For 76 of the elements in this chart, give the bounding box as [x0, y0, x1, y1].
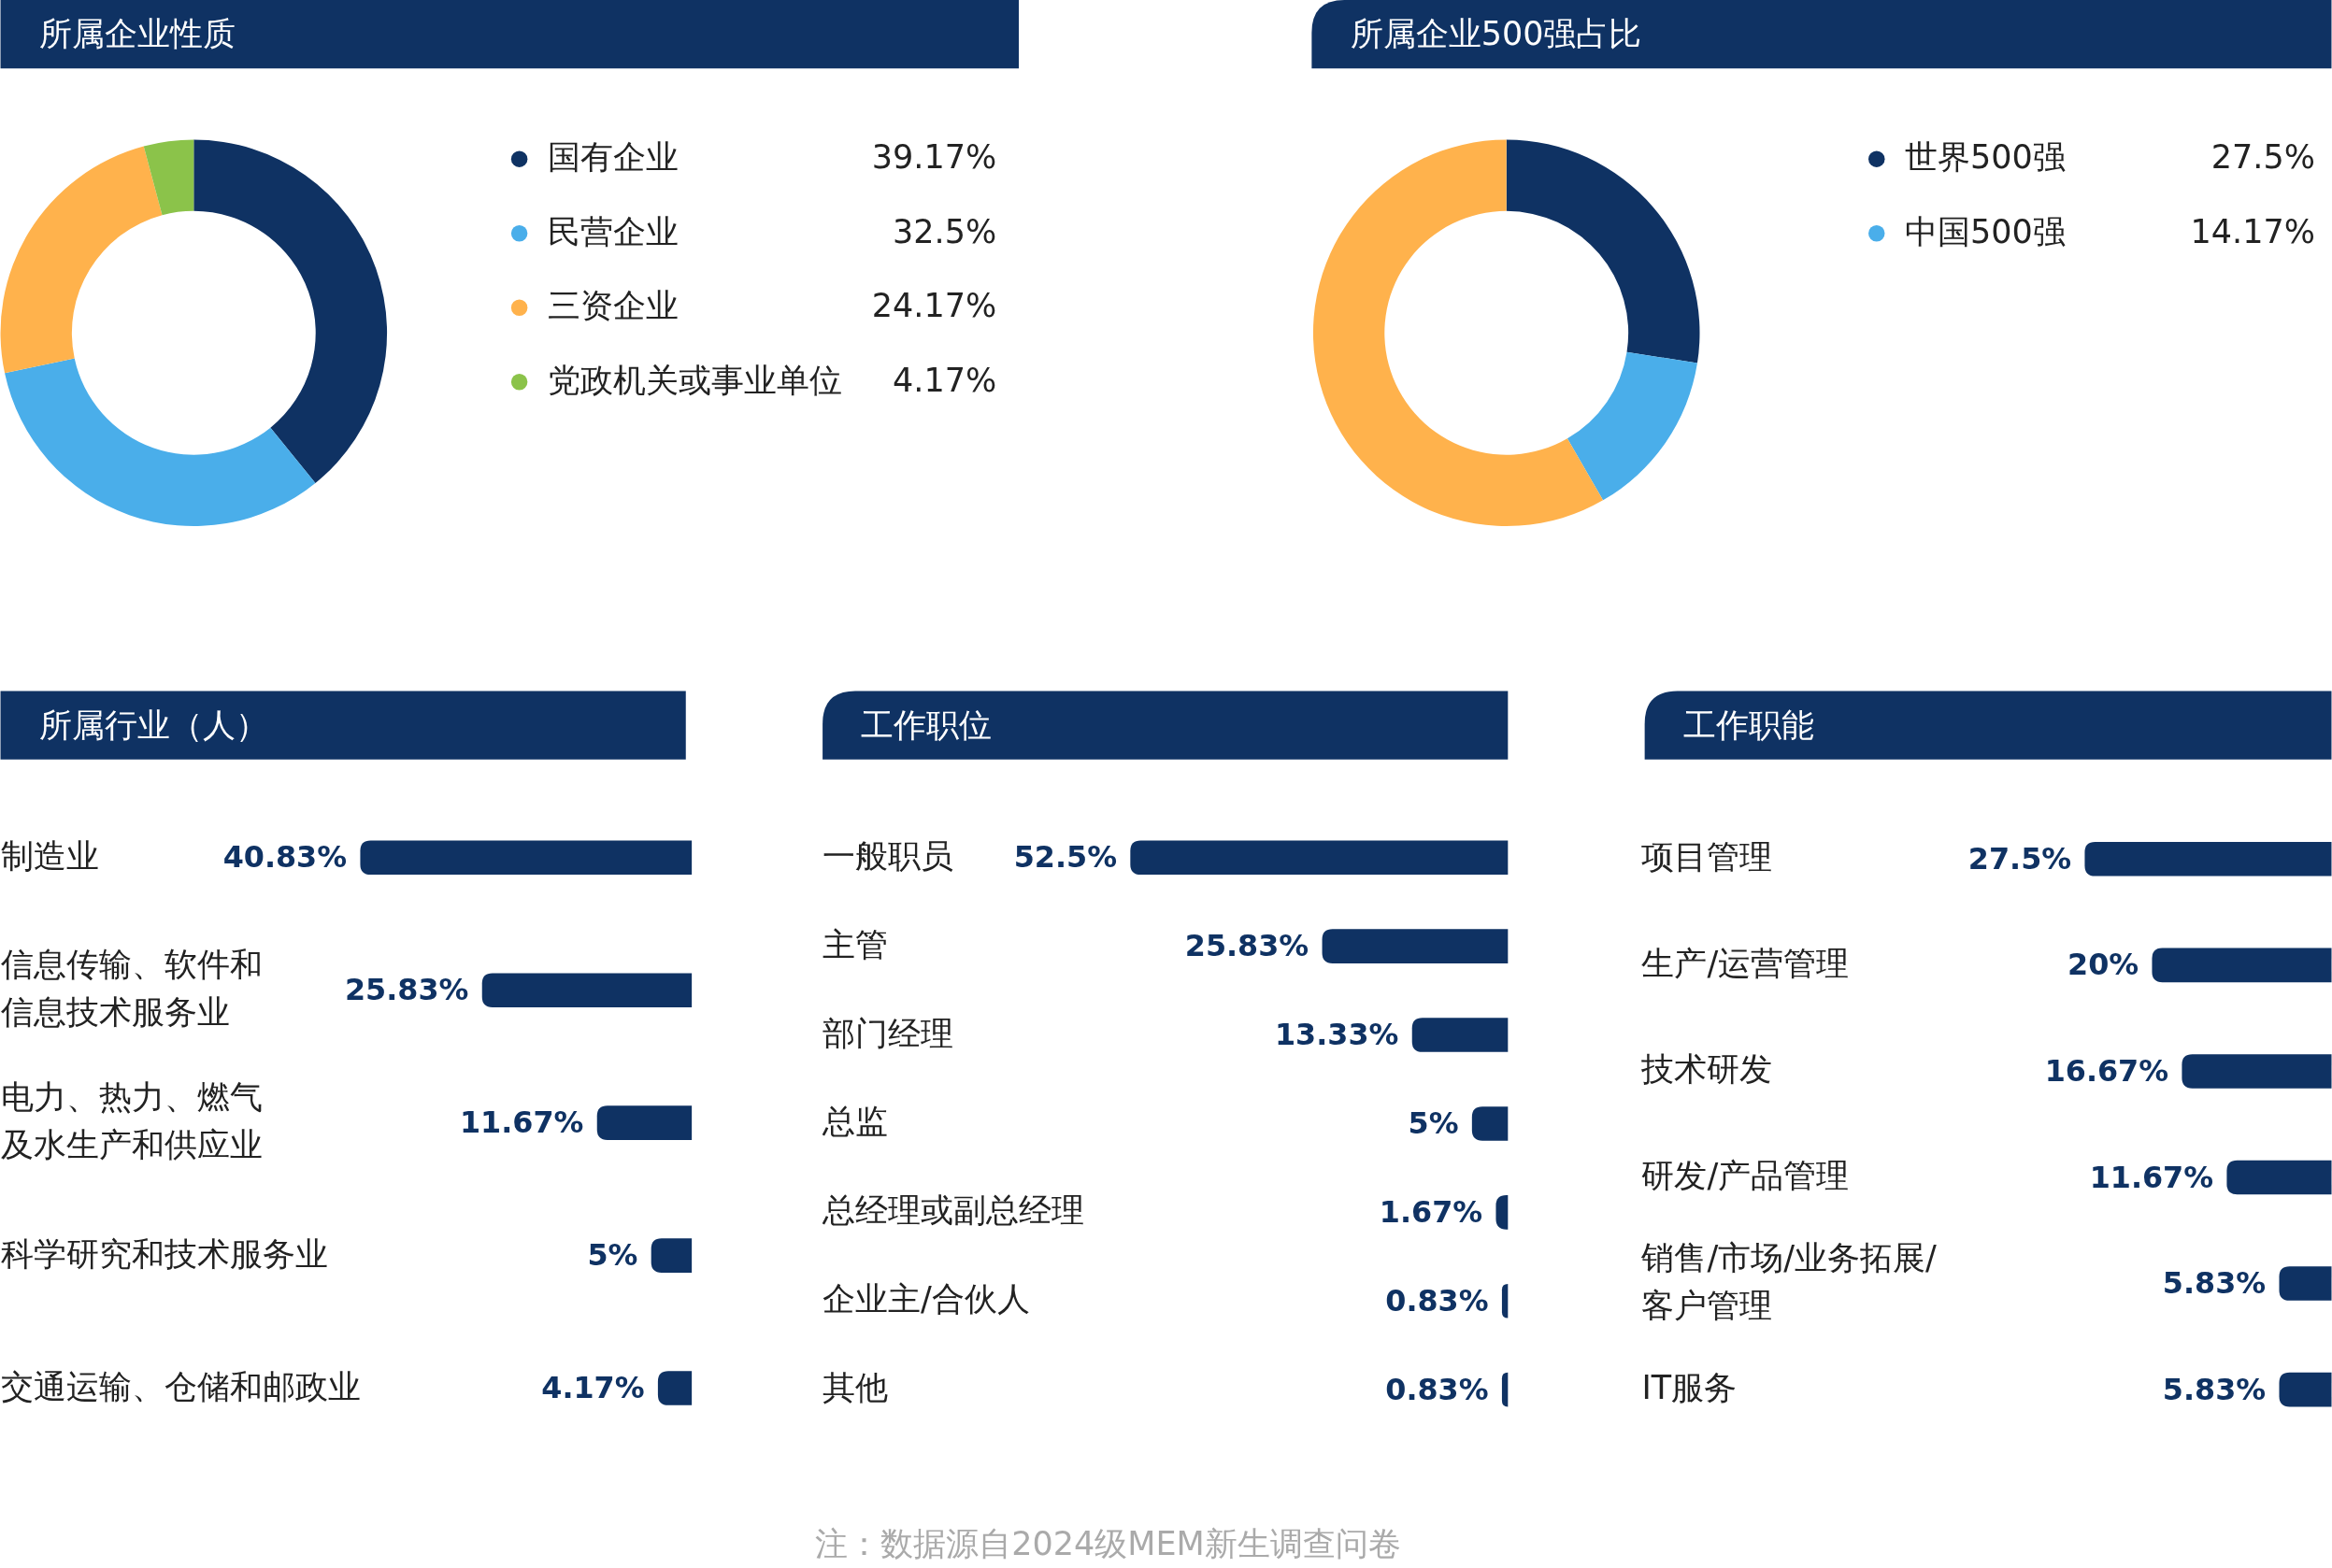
y-tick-label: 电力、热力、燃气及水生产和供应业 — [0, 1078, 263, 1164]
text: 工作职能 — [1683, 706, 1814, 744]
donut-slice — [193, 139, 388, 483]
legend-label: 三资企业 — [547, 287, 679, 325]
text: 注：数据源自2024级MEM新生调查问卷 — [815, 1525, 1401, 1563]
bar — [2084, 842, 2332, 877]
data-label: 13.33% — [1274, 1017, 1399, 1053]
data-label: 1.67% — [1379, 1193, 1483, 1230]
data-label: 5.83% — [2162, 1371, 2267, 1407]
y-tick-label: 其他 — [823, 1369, 889, 1407]
bar — [2279, 1372, 2332, 1407]
legend-label: 世界500强 — [1904, 138, 2066, 177]
data-label: 39.17% — [871, 138, 997, 177]
data-label: 40.83% — [222, 839, 348, 876]
data-label: 4.17% — [541, 1370, 645, 1406]
legend-label: 中国500强 — [1904, 212, 2066, 250]
y-tick-label: 制造业 — [0, 836, 99, 875]
bar — [2182, 1054, 2332, 1089]
data-label: 32.5% — [893, 212, 997, 250]
bar — [657, 1371, 693, 1405]
data-label: 5% — [1408, 1105, 1459, 1142]
bar — [481, 973, 693, 1007]
bar — [360, 840, 693, 876]
chart-title: 工作职位 — [861, 706, 993, 744]
data-label: 25.83% — [1184, 928, 1309, 964]
bar — [2152, 948, 2332, 983]
chart-title: 所属行业（人） — [38, 706, 268, 744]
data-label: 11.67% — [2089, 1159, 2214, 1195]
data-label: 5.83% — [2162, 1265, 2267, 1302]
data-label: 20% — [2067, 947, 2139, 983]
bar — [1130, 840, 1509, 876]
data-label: 5% — [587, 1237, 638, 1274]
bar — [1411, 1018, 1509, 1052]
y-tick-label: 总监 — [822, 1103, 889, 1141]
data-label: 25.83% — [344, 972, 469, 1008]
y-tick-label: 研发/产品管理 — [1641, 1157, 1850, 1195]
y-tick-label: 科学研究和技术服务业 — [0, 1234, 328, 1273]
y-tick-label: 销售/市场/业务拓展/客户管理 — [1640, 1239, 1938, 1325]
y-tick-label: 项目管理 — [1641, 838, 1773, 877]
data-label: 16.67% — [2044, 1053, 2169, 1090]
y-tick-label: 信息传输、软件和信息技术服务业 — [0, 946, 263, 1032]
bar — [651, 1238, 693, 1273]
data-label: 4.17% — [893, 361, 997, 399]
y-tick-label: 企业主/合伙人 — [823, 1280, 1030, 1319]
y-tick-label: 总经理或副总经理 — [822, 1191, 1085, 1230]
data-label: 0.83% — [1385, 1282, 1489, 1319]
data-label: 0.83% — [1385, 1371, 1489, 1407]
bar — [596, 1105, 693, 1140]
data-label: 11.67% — [460, 1105, 584, 1141]
y-tick-label: 主管 — [823, 925, 889, 963]
y-tick-label: 部门经理 — [823, 1014, 954, 1052]
bar — [1471, 1106, 1509, 1141]
donut-slice — [143, 139, 194, 216]
bar — [2226, 1160, 2332, 1195]
chart-title: 所属企业500强占比 — [1350, 15, 1642, 53]
data-label: 52.5% — [1013, 839, 1118, 876]
donut-slice — [1313, 139, 1604, 527]
y-tick-label: 生产/运营管理 — [1641, 944, 1850, 982]
donut-slice — [1506, 139, 1700, 363]
donut-slice — [0, 146, 163, 374]
donut-slice — [1567, 351, 1697, 501]
bar — [2279, 1266, 2332, 1301]
bar — [1322, 929, 1509, 963]
y-tick-label: 交通运输、仓储和邮政业 — [0, 1367, 361, 1405]
donut-slice — [5, 358, 316, 526]
legend-label: 民营企业 — [547, 212, 679, 250]
data-label: 27.5% — [1967, 840, 2072, 877]
y-tick-label: 一般职员 — [823, 836, 954, 875]
data-label: 27.5% — [2210, 138, 2315, 177]
y-tick-label: 技术研发 — [1640, 1050, 1773, 1089]
legend-label: 党政机关或事业单位 — [547, 361, 842, 399]
legend-label: 国有企业 — [547, 138, 679, 177]
chart-title: 所属企业性质 — [38, 15, 236, 53]
data-label: 14.17% — [2190, 212, 2315, 250]
data-label: 24.17% — [871, 287, 997, 325]
y-tick-label: IT服务 — [1641, 1369, 1738, 1407]
